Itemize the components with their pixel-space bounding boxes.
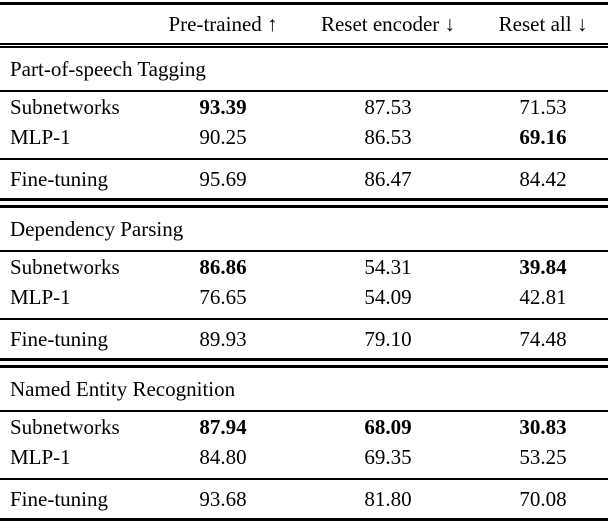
table-row: MLP-1 84.80 69.35 53.25 xyxy=(0,442,608,472)
section-title: Named Entity Recognition xyxy=(10,376,236,401)
table-row-finetuning: Fine-tuning 89.93 79.10 74.48 xyxy=(0,320,608,358)
table-row: MLP-1 90.25 86.53 69.16 xyxy=(0,122,608,152)
row-label: Fine-tuning xyxy=(10,326,108,351)
metric-value: 95.69 xyxy=(199,166,247,191)
section-title-rule xyxy=(0,90,608,92)
row-label: Subnetworks xyxy=(10,254,120,279)
metric-value: 54.09 xyxy=(364,284,412,309)
section-title: Part-of-speech Tagging xyxy=(10,56,206,81)
metric-value: 89.93 xyxy=(199,326,247,351)
metric-value: 74.48 xyxy=(519,326,567,351)
metric-value: 84.80 xyxy=(199,444,247,469)
table-row: Subnetworks 86.86 54.31 39.84 xyxy=(0,252,608,282)
metric-value: 39.84 xyxy=(519,254,567,279)
metric-value: 76.65 xyxy=(199,284,247,309)
row-label: Fine-tuning xyxy=(10,166,108,191)
column-header-reset-encoder: Reset encoder ↓ xyxy=(320,11,456,36)
metric-value: 69.35 xyxy=(364,444,412,469)
footer-separator-rule xyxy=(0,478,608,480)
section-ner: Named Entity Recognition Subnetworks 87.… xyxy=(0,368,608,518)
metric-value: 79.10 xyxy=(364,326,412,351)
table-bottom-rule xyxy=(0,518,608,521)
metric-value: 68.09 xyxy=(364,414,412,439)
table-header-row: Pre-trained ↑ Reset encoder ↓ Reset all … xyxy=(0,5,608,43)
table-row: Subnetworks 87.94 68.09 30.83 xyxy=(0,412,608,442)
metric-value: 54.31 xyxy=(364,254,412,279)
section-dependency-parsing: Dependency Parsing Subnetworks 86.86 54.… xyxy=(0,208,608,358)
section-pos-tagging: Part-of-speech Tagging Subnetworks 93.39… xyxy=(0,48,608,198)
row-label: MLP-1 xyxy=(10,124,71,149)
row-label: Subnetworks xyxy=(10,94,120,119)
table-top-rule xyxy=(0,2,608,5)
footer-separator-rule xyxy=(0,318,608,320)
section-separator-rule xyxy=(0,358,608,368)
metric-value: 69.16 xyxy=(519,124,567,149)
metric-value: 93.39 xyxy=(199,94,247,119)
header-separator-rule xyxy=(0,43,608,48)
metric-value: 84.42 xyxy=(519,166,567,191)
metric-value: 87.53 xyxy=(364,94,412,119)
row-label: Subnetworks xyxy=(10,414,120,439)
table-row-finetuning: Fine-tuning 95.69 86.47 84.42 xyxy=(0,160,608,198)
metric-value: 42.81 xyxy=(519,284,567,309)
row-label: Fine-tuning xyxy=(10,486,108,511)
table-row: MLP-1 76.65 54.09 42.81 xyxy=(0,282,608,312)
column-header-reset-all: Reset all ↓ xyxy=(498,11,588,36)
metric-value: 81.80 xyxy=(364,486,412,511)
metric-value: 93.68 xyxy=(199,486,247,511)
row-label: MLP-1 xyxy=(10,284,71,309)
footer-separator-rule xyxy=(0,158,608,160)
metric-value: 30.83 xyxy=(519,414,567,439)
metric-value: 86.53 xyxy=(364,124,412,149)
section-title: Dependency Parsing xyxy=(10,216,184,241)
row-label: MLP-1 xyxy=(10,444,71,469)
metric-value: 53.25 xyxy=(519,444,567,469)
metric-value: 86.47 xyxy=(364,166,412,191)
section-title-rule xyxy=(0,250,608,252)
table-row-finetuning: Fine-tuning 93.68 81.80 70.08 xyxy=(0,480,608,518)
table-row: Subnetworks 93.39 87.53 71.53 xyxy=(0,92,608,122)
metric-value: 87.94 xyxy=(199,414,247,439)
metric-value: 86.86 xyxy=(199,254,247,279)
metric-value: 70.08 xyxy=(519,486,567,511)
column-header-pretrained: Pre-trained ↑ xyxy=(168,11,278,36)
metric-value: 90.25 xyxy=(199,124,247,149)
section-separator-rule xyxy=(0,198,608,208)
section-title-rule xyxy=(0,410,608,412)
metric-value: 71.53 xyxy=(519,94,567,119)
